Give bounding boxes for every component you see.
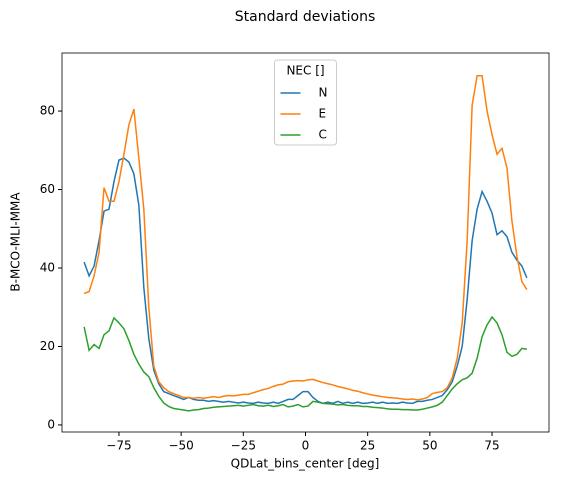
y-tick-label: 80: [40, 104, 55, 118]
x-tick-label: 0: [302, 439, 310, 453]
x-tick-label: −50: [168, 439, 193, 453]
legend-label: C: [319, 128, 327, 142]
chart-title: Standard deviations: [235, 9, 376, 25]
legend-label: E: [319, 107, 327, 121]
y-tick-label: 60: [40, 182, 55, 196]
line-series: [83, 315, 527, 412]
x-tick-label: −25: [231, 439, 256, 453]
x-axis-label: QDLat_bins_center [deg]: [231, 457, 380, 471]
y-tick-label: 20: [40, 339, 55, 353]
y-axis-label: B-MCO-MLI-MMA: [9, 192, 23, 292]
legend-box: [274, 59, 337, 146]
legend-title: NEC []: [286, 64, 324, 78]
line-series: [83, 75, 528, 401]
line-series: [83, 157, 528, 405]
y-tick-label: 0: [47, 417, 55, 431]
legend-label: N: [319, 86, 328, 100]
x-tick-label: 50: [422, 439, 437, 453]
y-tick-label: 40: [40, 261, 55, 275]
x-tick-label: −75: [106, 439, 131, 453]
x-tick-label: 75: [484, 439, 499, 453]
x-tick-label: 25: [360, 439, 375, 453]
plot-frame: [61, 52, 550, 433]
